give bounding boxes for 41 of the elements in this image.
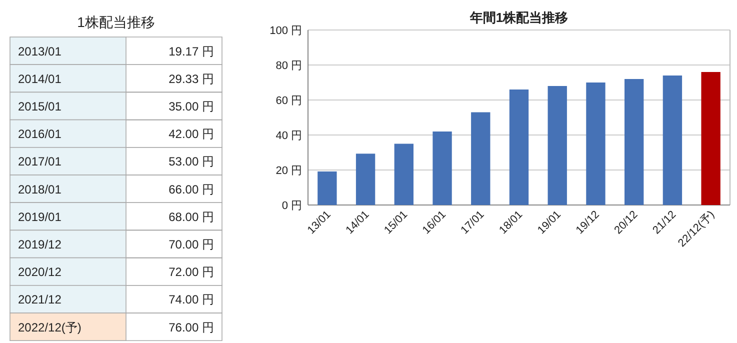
data-label: 76.00 円 xyxy=(168,320,214,334)
data-label: 70.00 円 xyxy=(168,238,214,252)
category-label: 2015/01 xyxy=(18,100,62,114)
category-label: 2019/01 xyxy=(18,210,62,224)
category-label: 2014/01 xyxy=(18,72,62,86)
text: 1株配当推移 xyxy=(77,14,155,30)
y-tick-label: 0 円 xyxy=(282,200,302,212)
data-label: 35.00 円 xyxy=(168,100,214,114)
category-label: 2021/12 xyxy=(18,292,62,307)
category-label: 2013/01 xyxy=(18,44,62,58)
bar xyxy=(548,86,567,205)
category-label: 2019/12 xyxy=(18,238,62,252)
data-label: 74.00 円 xyxy=(168,292,214,307)
y-tick-label: 60 円 xyxy=(276,95,302,107)
category-label: 2022/12(予) xyxy=(18,320,82,334)
bar xyxy=(586,82,606,205)
data-label: 68.00 円 xyxy=(168,210,214,224)
data-label: 19.17 円 xyxy=(168,44,214,58)
y-tick-label: 20 円 xyxy=(276,165,302,177)
data-label: 29.33 円 xyxy=(168,72,214,86)
chart-title: 年間1株配当推移 xyxy=(468,10,568,25)
bar xyxy=(662,76,682,205)
bar xyxy=(701,72,720,205)
y-tick-label: 80 円 xyxy=(276,60,302,72)
bar xyxy=(356,154,376,205)
category-label: 2018/01 xyxy=(18,182,62,196)
y-tick-label: 100 円 xyxy=(270,25,302,37)
data-label: 72.00 円 xyxy=(168,265,214,280)
data-label: 53.00 円 xyxy=(168,154,214,169)
bar xyxy=(318,171,337,205)
category-label: 2017/01 xyxy=(18,154,62,169)
category-label: 2016/01 xyxy=(18,127,62,142)
bar xyxy=(471,112,490,205)
y-tick-label: 40 円 xyxy=(276,130,302,142)
bar xyxy=(432,132,452,205)
data-label: 42.00 円 xyxy=(168,127,214,142)
data-label: 66.00 円 xyxy=(168,182,214,196)
bar xyxy=(394,144,414,205)
bar xyxy=(509,90,529,205)
bar xyxy=(624,79,644,205)
category-label: 2020/12 xyxy=(18,265,62,280)
